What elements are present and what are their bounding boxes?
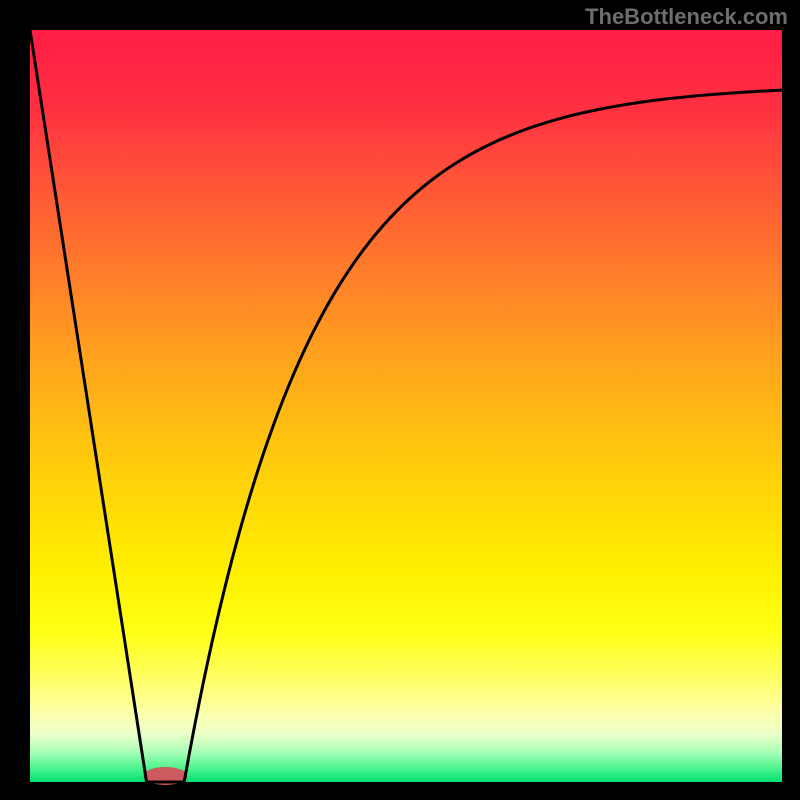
watermark-text: TheBottleneck.com: [585, 4, 788, 30]
frame-left: [0, 0, 30, 800]
frame-right: [782, 0, 800, 800]
plot-background: [30, 30, 782, 782]
bottleneck-chart: [0, 0, 800, 800]
chart-container: TheBottleneck.com: [0, 0, 800, 800]
frame-bottom: [0, 782, 800, 800]
